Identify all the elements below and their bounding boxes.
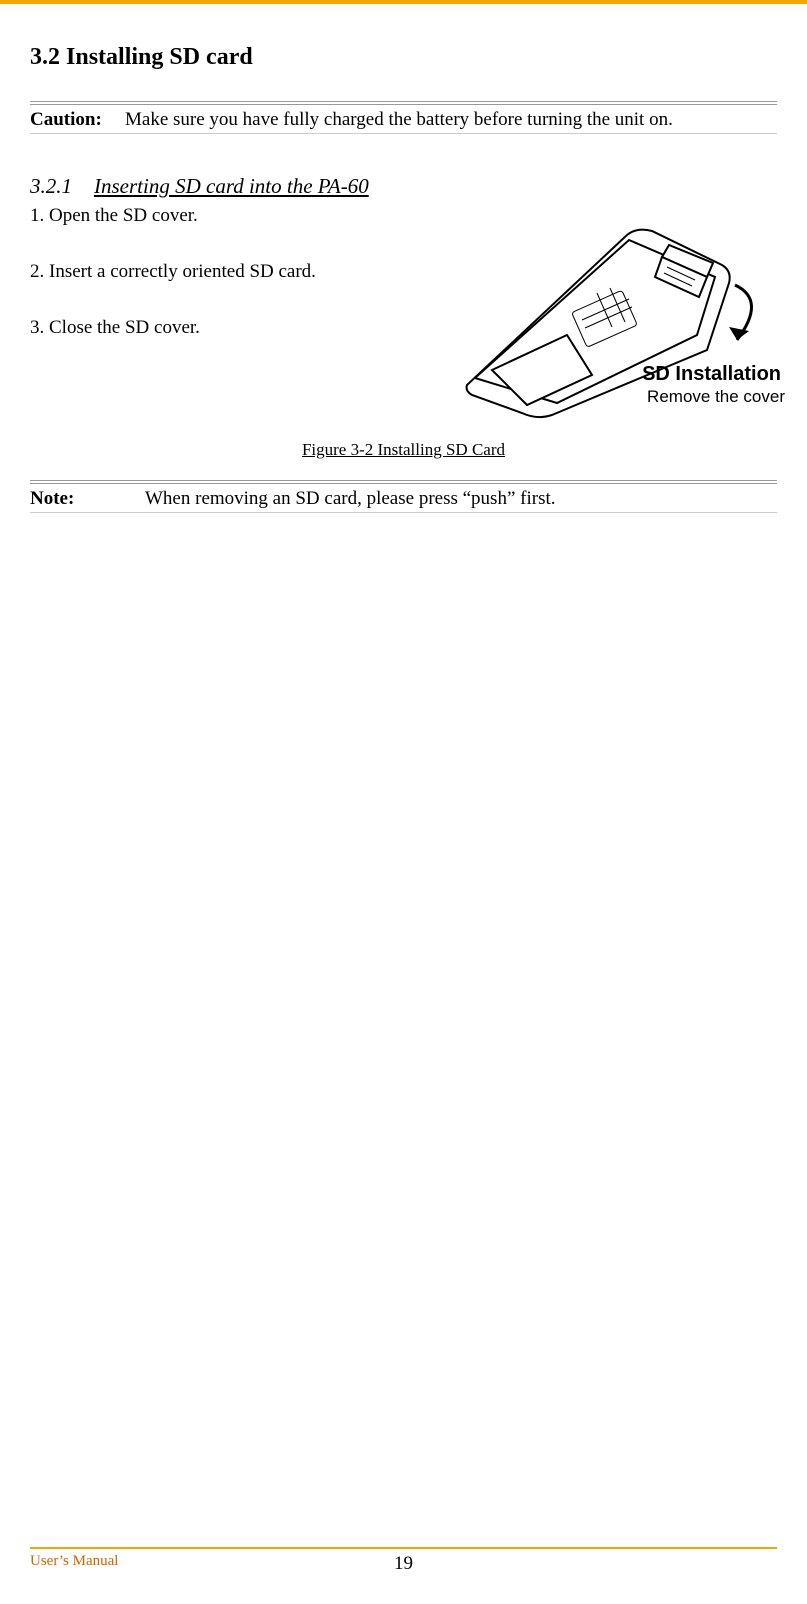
caution-block: Caution: Make sure you have fully charge… bbox=[30, 101, 777, 134]
section-title: Installing SD card bbox=[66, 44, 253, 70]
figure-label: SD Installation bbox=[642, 363, 781, 386]
caution-label: Caution: bbox=[30, 109, 125, 131]
step-item: 3. Close the SD cover. bbox=[30, 317, 427, 339]
footer-label: User’s Manual bbox=[30, 1553, 118, 1570]
section-heading: 3.2 Installing SD card bbox=[30, 44, 777, 71]
steps-list: 1. Open the SD cover. 2. Insert a correc… bbox=[30, 205, 427, 430]
caution-text: Make sure you have fully charged the bat… bbox=[125, 109, 777, 131]
subsection-title: Inserting SD card into the PA-60 bbox=[94, 174, 369, 199]
page-content: 3.2 Installing SD card Caution: Make sur… bbox=[0, 4, 807, 513]
page-footer: User’s Manual 19 bbox=[30, 1547, 777, 1570]
note-text: When removing an SD card, please press “… bbox=[145, 488, 777, 510]
section-number: 3.2 bbox=[30, 44, 60, 70]
step-item: 1. Open the SD cover. bbox=[30, 205, 427, 227]
figure-block: SD Installation Remove the cover bbox=[437, 205, 777, 430]
subsection-heading: 3.2.1 Inserting SD card into the PA-60 bbox=[30, 174, 777, 199]
page-number: 19 bbox=[394, 1553, 413, 1575]
figure-sublabel: Remove the cover bbox=[647, 387, 785, 407]
note-block: Note: When removing an SD card, please p… bbox=[30, 480, 777, 513]
note-label: Note: bbox=[30, 488, 145, 510]
figure-caption: Figure 3-2 Installing SD Card bbox=[30, 440, 777, 460]
step-item: 2. Insert a correctly oriented SD card. bbox=[30, 261, 427, 283]
subsection-number: 3.2.1 bbox=[30, 174, 72, 199]
